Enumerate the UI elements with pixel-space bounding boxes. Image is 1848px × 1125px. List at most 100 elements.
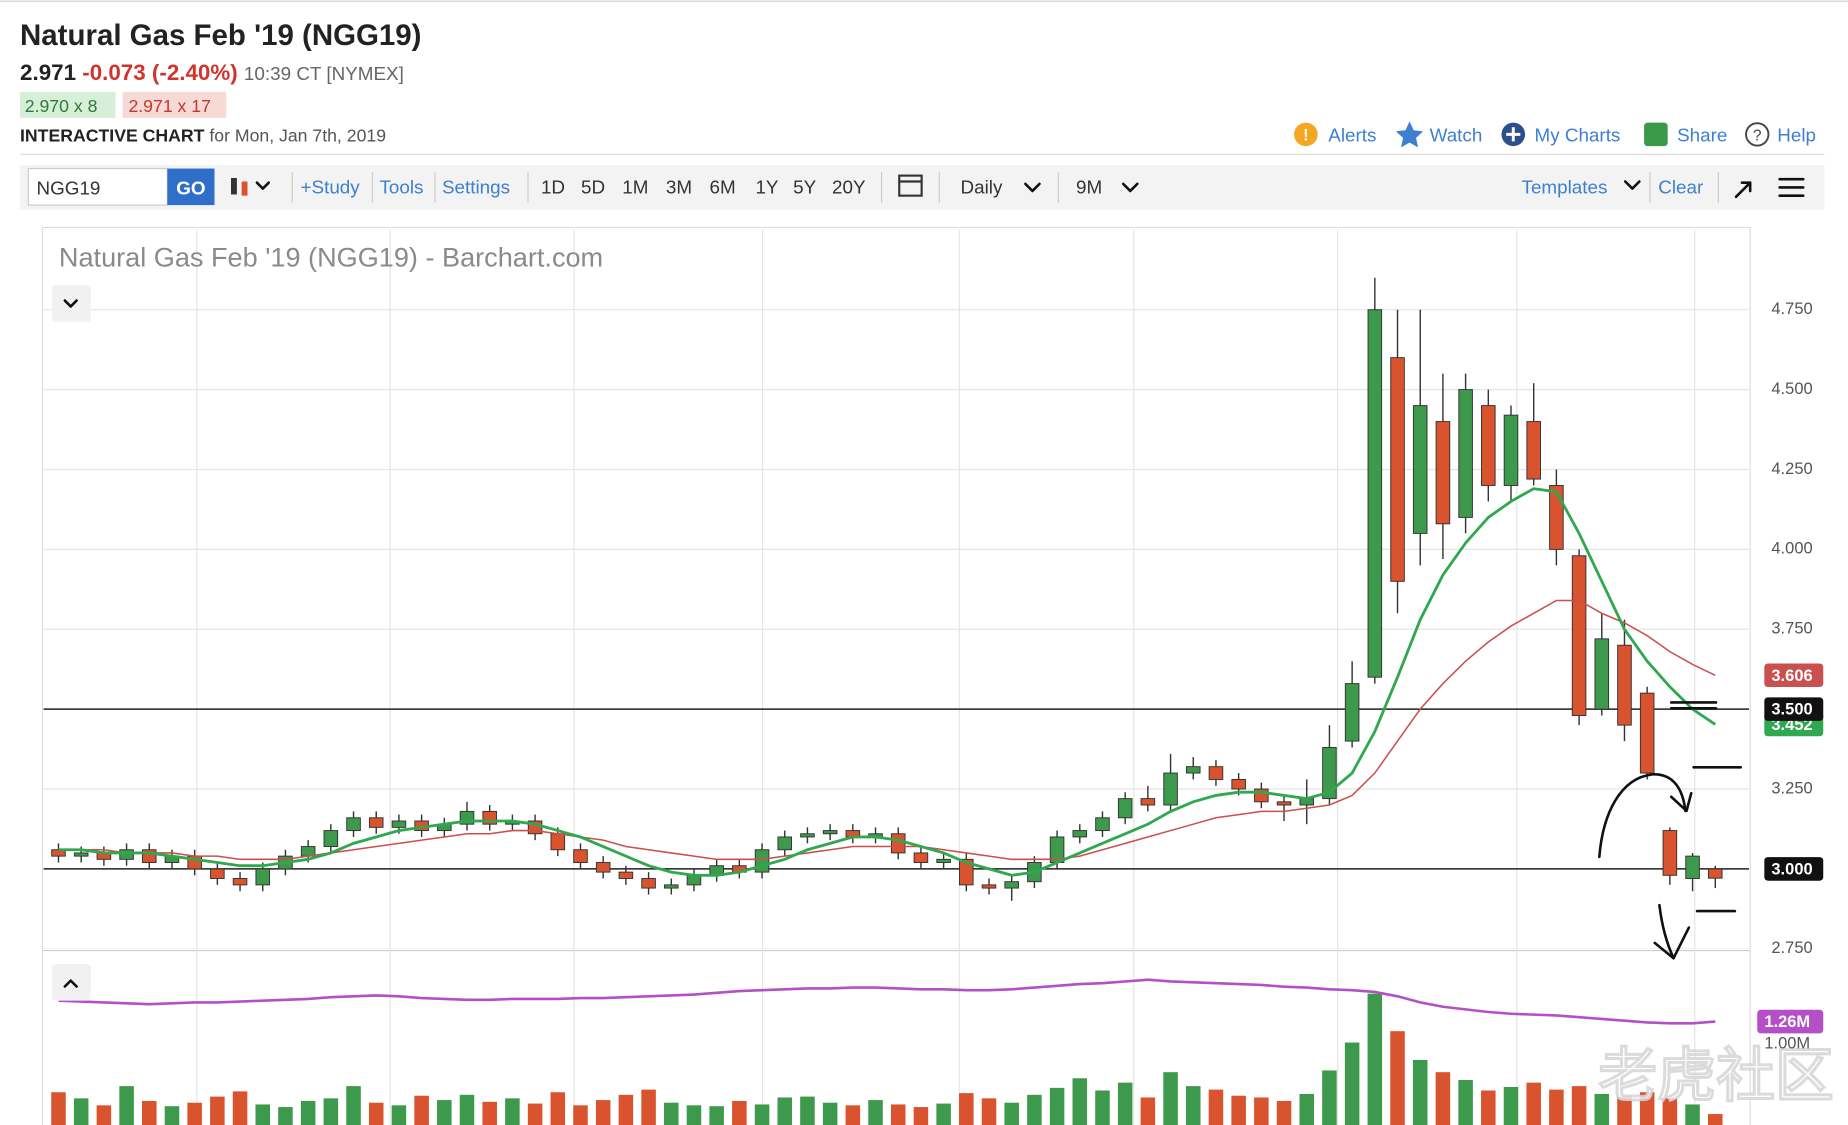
candle-body — [1707, 868, 1723, 879]
hand-annotations — [1598, 701, 1743, 960]
volume-bar — [51, 1092, 66, 1125]
share-icon[interactable] — [1644, 122, 1668, 147]
volume-bar — [1004, 1102, 1019, 1125]
expand-button[interactable] — [1734, 181, 1752, 199]
candle-body — [1095, 817, 1110, 832]
mycharts-plus — [1506, 127, 1521, 142]
chart-type-button[interactable] — [231, 177, 271, 196]
volume-bar — [1208, 1089, 1224, 1125]
volume-bar — [754, 1104, 770, 1125]
period-button[interactable]: 1D — [541, 176, 565, 197]
volume-marker-label: 1.26M — [1764, 1013, 1810, 1031]
period-button[interactable]: 5D — [581, 176, 605, 197]
volume-bar — [1231, 1095, 1246, 1125]
tools-button[interactable]: Tools — [380, 176, 424, 197]
bid: 2.970 x 8 — [25, 96, 98, 116]
candle-body — [51, 849, 66, 857]
candle-body — [1526, 421, 1541, 480]
go-label: GO — [176, 177, 205, 198]
volume-bar — [981, 1098, 997, 1125]
axis: 2.750 3.000 3.250 3.500 3.750 4.000 4.250 4.500… — [1757, 300, 1824, 1053]
ma-fast-line — [58, 487, 1717, 877]
collapse-price-button[interactable] — [51, 285, 91, 322]
help-icon-mark: ? — [1753, 127, 1762, 144]
calendar-button[interactable] — [898, 174, 923, 197]
period-button[interactable]: 20Y — [832, 176, 866, 197]
volume-bar — [1685, 1104, 1700, 1125]
section-title: INTERACTIVE CHART — [20, 125, 205, 145]
volume-bar — [505, 1098, 520, 1125]
volume-bar — [96, 1105, 112, 1125]
volume-bar — [1458, 1080, 1473, 1125]
volume-bar — [732, 1100, 747, 1125]
chevron — [63, 299, 78, 308]
watch-link[interactable]: Watch — [1430, 124, 1483, 145]
volume-bar — [1322, 1070, 1337, 1125]
volume-bar — [890, 1104, 906, 1125]
period-button[interactable]: 1Y — [755, 176, 778, 197]
volume-bar — [1117, 1082, 1133, 1125]
candle-body — [1617, 644, 1632, 726]
share-link[interactable]: Share — [1677, 124, 1727, 145]
volume-bar — [913, 1107, 929, 1125]
candle-body — [822, 830, 838, 835]
candle-body — [1481, 405, 1496, 486]
period-button[interactable]: 3M — [666, 176, 692, 197]
volume-bar — [1367, 993, 1383, 1125]
candle-body — [255, 868, 271, 886]
alerts-icon[interactable] — [1294, 122, 1318, 147]
candle-body — [1639, 692, 1655, 774]
range-select[interactable]: 9M — [1076, 176, 1102, 197]
candle-body — [1185, 766, 1201, 774]
candle-body — [1231, 778, 1246, 790]
candle-body — [323, 830, 339, 848]
volume-bar — [164, 1106, 180, 1125]
alerts-link[interactable]: Alerts — [1328, 124, 1376, 145]
candle-body — [391, 820, 407, 828]
y-tick-label: 2.750 — [1771, 939, 1812, 957]
mycharts-link[interactable]: My Charts — [1535, 124, 1621, 145]
volume-bar — [437, 1100, 452, 1125]
study-button[interactable]: +Study — [301, 176, 361, 197]
volume-bar — [1481, 1090, 1496, 1125]
ask-box — [122, 91, 227, 118]
candle-body — [368, 817, 384, 828]
volume-bar — [1344, 1042, 1360, 1125]
menu-button[interactable] — [1778, 177, 1805, 197]
templates-button[interactable]: Templates — [1522, 176, 1608, 197]
chevron — [63, 979, 78, 988]
help-icon[interactable] — [1745, 122, 1770, 147]
volume-bar — [1140, 1097, 1156, 1125]
candle-body — [1458, 389, 1473, 518]
interval-select[interactable]: Daily — [961, 176, 1003, 197]
last-price: 2.971 — [20, 60, 76, 85]
period-button[interactable]: 6M — [710, 176, 736, 197]
volume-bar — [1503, 1087, 1519, 1125]
volume-bar — [1163, 1072, 1178, 1125]
collapse-volume-button[interactable] — [51, 964, 91, 1001]
volume-bar — [73, 1098, 89, 1125]
volume-bar — [300, 1100, 316, 1125]
clear-button[interactable]: Clear — [1658, 176, 1703, 197]
help-link[interactable]: Help — [1777, 124, 1816, 145]
candle-body — [663, 884, 679, 889]
symbol-input[interactable] — [27, 167, 168, 206]
volume-bar — [1299, 1093, 1315, 1125]
volume-bar — [142, 1100, 157, 1125]
volume-bar — [822, 1102, 838, 1125]
period-button[interactable]: 5Y — [793, 176, 816, 197]
volume-bar — [1276, 1100, 1292, 1125]
volume-bar — [1435, 1072, 1451, 1125]
price-panel — [43, 277, 1749, 949]
settings-button[interactable]: Settings — [442, 176, 510, 197]
volume-bar — [119, 1086, 134, 1125]
volume-bar — [1254, 1097, 1269, 1125]
watch-icon[interactable] — [1396, 121, 1424, 148]
y-tick-label: 4.000 — [1771, 540, 1812, 558]
volume-bar — [527, 1103, 543, 1125]
volume-bar — [936, 1103, 951, 1125]
volume-bar — [868, 1100, 883, 1125]
go-button[interactable] — [167, 168, 215, 206]
period-button[interactable]: 1M — [622, 176, 648, 197]
